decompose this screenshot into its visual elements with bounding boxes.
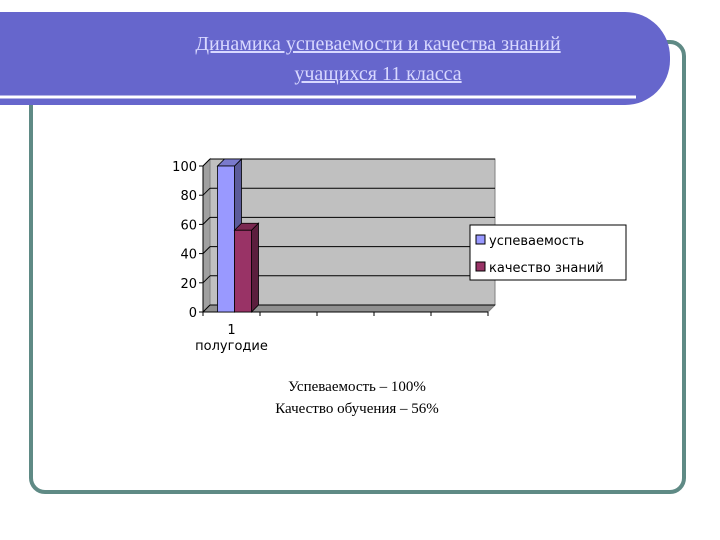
x-tick-label: 1 полугодие xyxy=(195,323,268,354)
grid-line xyxy=(202,304,211,313)
y-tick-label: 60 xyxy=(180,218,197,233)
legend-box xyxy=(469,224,627,281)
legend-swatch xyxy=(475,261,486,272)
y-tick-label: 40 xyxy=(180,248,197,263)
note: Успеваемость – 100% xyxy=(288,379,426,395)
grid-line xyxy=(202,275,211,284)
grid-line xyxy=(202,187,211,196)
y-tick-label: 20 xyxy=(180,277,197,292)
legend-label: успеваемость xyxy=(489,234,584,249)
title-banner xyxy=(0,12,670,105)
grid-line xyxy=(202,217,211,225)
y-tick-label: 0 xyxy=(189,306,197,321)
note: Качество обучения – 56% xyxy=(275,401,439,417)
legend-label: качество знаний xyxy=(489,261,604,276)
y-tick-label: 80 xyxy=(180,189,197,204)
bar xyxy=(234,229,252,313)
title-line: Динамика успеваемости и качества знаний xyxy=(195,33,561,55)
plot-side-wall xyxy=(202,157,211,314)
grid-line xyxy=(202,158,211,167)
grid-line xyxy=(202,246,211,254)
title-line: учащихся 11 класса xyxy=(294,63,461,85)
legend-swatch xyxy=(475,234,486,245)
bar xyxy=(217,165,235,313)
chart: 0 20 40 60 80 100 1 полугодие успеваемость качест… xyxy=(172,157,627,354)
y-tick-label: 100 xyxy=(172,160,197,175)
bar-side xyxy=(251,222,259,313)
